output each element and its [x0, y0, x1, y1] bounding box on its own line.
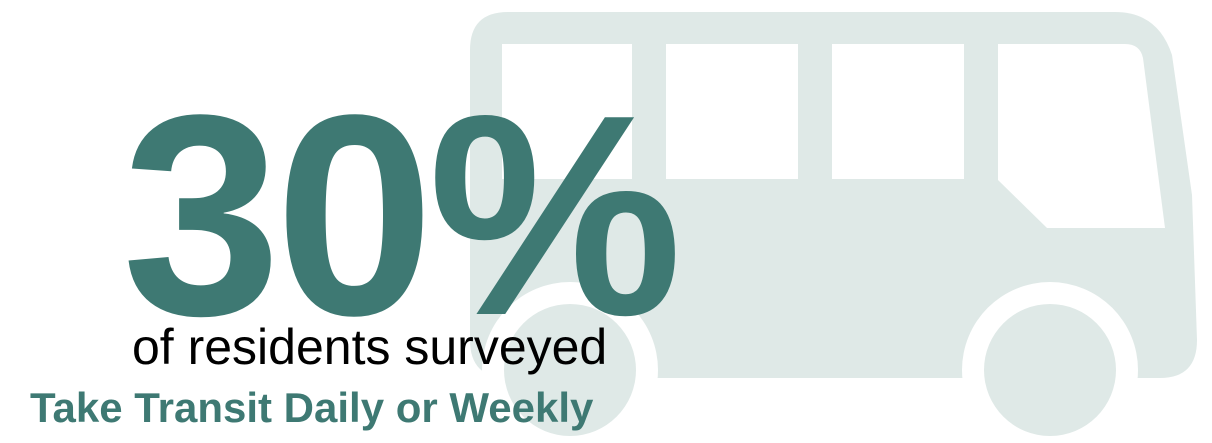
bus-window-front [998, 44, 1165, 228]
bus-window-1 [502, 44, 632, 179]
stat-tagline: Take Transit Daily or Weekly [30, 384, 594, 431]
stat-value: 30% [122, 55, 682, 375]
bus-wheel-rear [504, 304, 636, 436]
bus-window-3 [832, 44, 964, 179]
stat-subtitle: of residents surveyed [132, 319, 608, 375]
bus-wheel-front [984, 304, 1116, 436]
bus-window-2 [666, 44, 798, 179]
